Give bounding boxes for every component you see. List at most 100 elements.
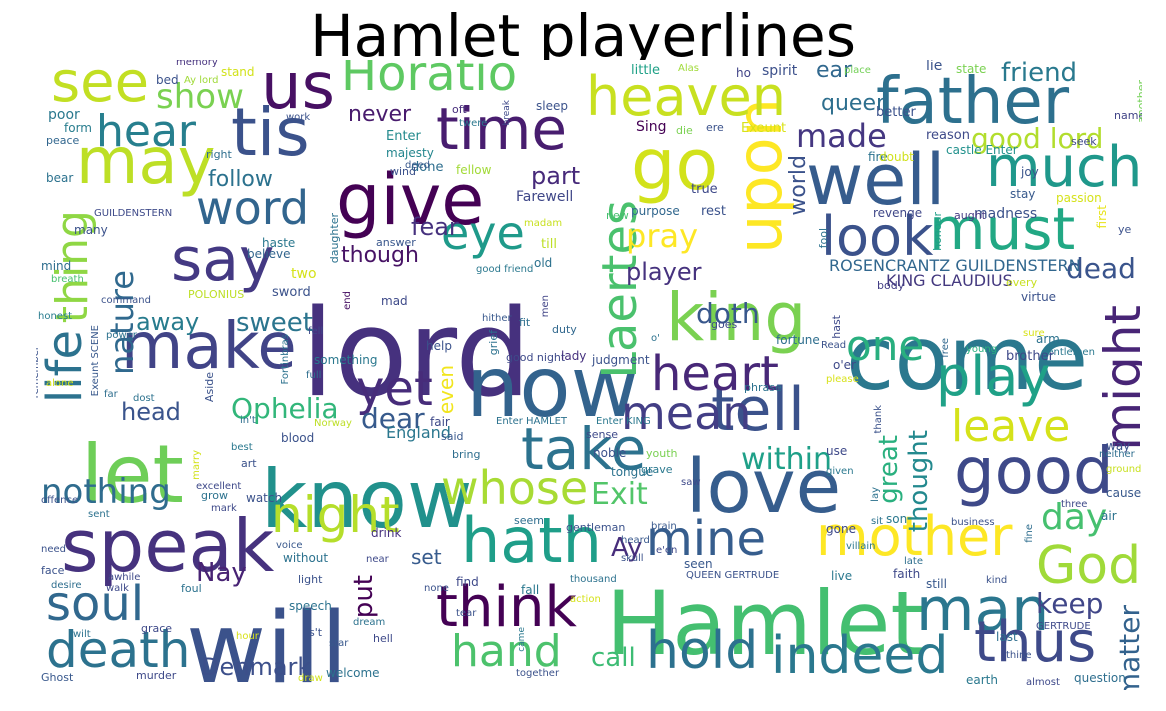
cloud-word: majesty — [386, 146, 434, 160]
cloud-word: awhile — [108, 572, 141, 583]
cloud-word: Alas — [678, 63, 699, 74]
cloud-word: ground — [1106, 464, 1142, 475]
cloud-word: action — [570, 594, 601, 605]
cloud-word: sure — [1023, 328, 1045, 339]
cloud-word: given — [826, 466, 854, 477]
cloud-word: dead — [1066, 252, 1136, 285]
cloud-word: seek — [1071, 135, 1097, 148]
cloud-word: seem — [514, 514, 544, 527]
cloud-word: late — [904, 556, 923, 567]
cloud-word: POLONIUS — [188, 288, 245, 301]
cloud-word: drink — [371, 526, 402, 540]
cloud-word: Enter KING — [596, 416, 651, 427]
word-cloud: lord Hamlet will come let know now give speak lov… — [36, 60, 1142, 690]
cloud-word: earth — [966, 673, 998, 687]
cloud-word: welcome — [326, 666, 380, 680]
cloud-word: young — [966, 344, 998, 355]
cloud-word: passion — [1056, 191, 1102, 205]
cloud-word: arm — [1036, 332, 1060, 346]
cloud-word: might — [1094, 305, 1142, 451]
cloud-word: murder — [136, 669, 177, 682]
cloud-word: faith — [893, 567, 921, 581]
cloud-word: is't — [306, 626, 323, 639]
cloud-word: bear — [46, 171, 74, 185]
cloud-word: virtue — [1021, 290, 1057, 304]
cloud-word: take — [521, 415, 647, 483]
cloud-word: grief — [487, 330, 500, 356]
cloud-word: saw — [681, 477, 701, 488]
cloud-word: noble — [593, 446, 627, 460]
cloud-word: best — [231, 442, 253, 453]
cloud-word: power — [106, 330, 137, 341]
cloud-word: done — [411, 160, 444, 175]
cloud-word: lie — [926, 60, 943, 74]
cloud-word: purpose — [631, 204, 680, 218]
cloud-word: way — [1106, 439, 1131, 453]
cloud-word: day — [1041, 497, 1108, 538]
cloud-word: brother — [1006, 349, 1054, 364]
cloud-word: spirit — [762, 63, 798, 79]
cloud-word: Hamlet — [606, 572, 925, 675]
cloud-word: last — [996, 630, 1018, 644]
cloud-word: head — [121, 398, 181, 426]
cloud-word: mind — [41, 259, 72, 273]
cloud-word: please — [826, 374, 859, 385]
cloud-word: help — [426, 339, 452, 353]
cloud-word: good lord — [971, 122, 1104, 155]
cloud-word: Exit — [591, 477, 648, 512]
cloud-word: madam — [524, 218, 563, 229]
cloud-word: Ophelia — [231, 392, 339, 425]
cloud-word: e'en — [656, 545, 678, 556]
cloud-word: heaven — [586, 65, 786, 128]
cloud-word: queen — [821, 91, 890, 116]
cloud-word: dream — [353, 617, 386, 628]
cloud-word: king — [666, 279, 807, 356]
cloud-word: soul — [46, 576, 145, 632]
cloud-word: sense — [586, 428, 618, 441]
cloud-word: must — [929, 195, 1076, 263]
cloud-word: cause — [1106, 486, 1142, 500]
cloud-word: near — [366, 554, 389, 565]
cloud-word: fortune — [776, 333, 820, 347]
cloud-word: break — [502, 100, 512, 126]
cloud-word: father — [876, 65, 1070, 139]
cloud-word: good night — [506, 351, 566, 364]
cloud-word: hold — [646, 621, 759, 681]
cloud-word: come — [846, 307, 1089, 410]
cloud-word: think — [436, 575, 577, 640]
cloud-word: joy — [1021, 165, 1039, 179]
cloud-word: Horatio — [341, 60, 518, 102]
cloud-word: GUILDENSTERN — [94, 208, 173, 219]
cloud-word: kind — [986, 575, 1008, 586]
cloud-word: though — [341, 243, 419, 268]
cloud-word: seen — [684, 557, 713, 571]
cloud-word: command — [101, 295, 151, 306]
cloud-word: free — [940, 338, 951, 358]
cloud-word: life — [37, 330, 93, 404]
cloud-word: excellent — [196, 481, 242, 492]
cloud-word: hath — [461, 504, 602, 577]
cloud-word: neither — [1099, 449, 1135, 460]
cloud-word: England — [386, 423, 451, 442]
cloud-word: ho — [736, 66, 751, 80]
cloud-word: bed — [156, 73, 179, 87]
cloud-word: new — [606, 209, 629, 222]
cloud-word: right — [206, 148, 232, 161]
cloud-word: call — [591, 643, 636, 673]
page-title: Hamlet playerlines — [310, 2, 856, 70]
cloud-word: God — [1036, 536, 1142, 596]
cloud-word: end — [342, 291, 353, 310]
cloud-word: air — [1101, 509, 1117, 523]
cloud-word: fine — [1024, 524, 1035, 543]
cloud-word: gentleman — [566, 521, 626, 534]
cloud-word: Ay lord — [184, 75, 219, 86]
cloud-word: hear — [96, 106, 197, 157]
cloud-word: thousand — [570, 574, 617, 585]
cloud-word: mine — [646, 511, 767, 567]
cloud-word: set — [411, 545, 442, 569]
cloud-word: heard — [621, 535, 650, 546]
cloud-word: lady — [561, 349, 587, 363]
cloud-word: play — [936, 345, 1051, 408]
cloud-word: mother — [816, 505, 1013, 568]
cloud-word: grace — [141, 622, 173, 635]
